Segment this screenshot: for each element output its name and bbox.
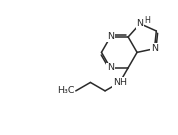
Text: NH: NH bbox=[113, 78, 127, 87]
Text: N: N bbox=[107, 32, 114, 41]
Text: H: H bbox=[145, 16, 150, 25]
Text: N: N bbox=[137, 19, 144, 28]
Text: N: N bbox=[151, 44, 158, 53]
Text: H₃C: H₃C bbox=[57, 86, 74, 95]
Text: N: N bbox=[107, 63, 114, 72]
